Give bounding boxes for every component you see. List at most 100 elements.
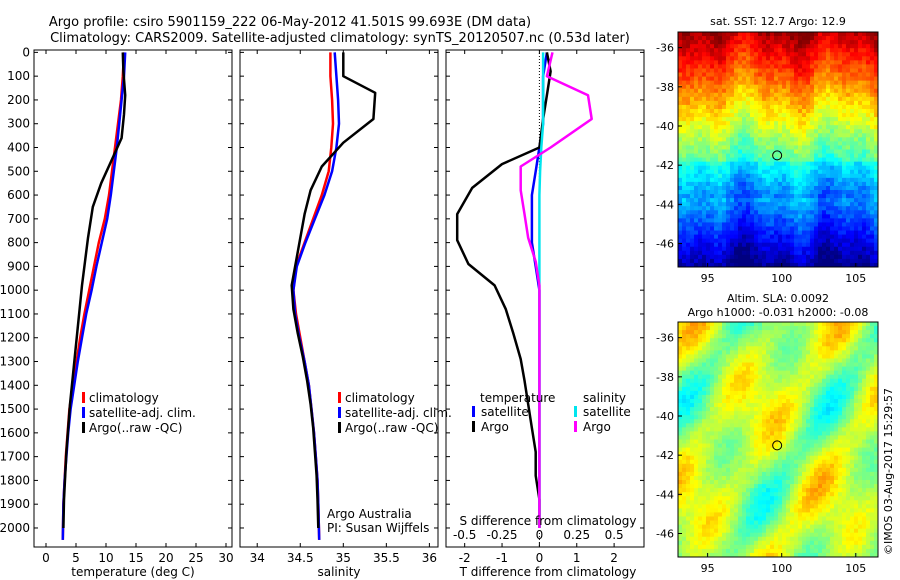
heatmap-cell <box>694 447 699 453</box>
heatmap-cell <box>802 100 807 106</box>
heatmap-cell <box>818 100 823 106</box>
heatmap-cell <box>782 177 787 183</box>
heatmap-cell <box>818 121 823 126</box>
heatmap-cell <box>862 242 867 248</box>
heatmap-cell <box>798 394 803 400</box>
heatmap-cell <box>774 262 779 268</box>
heatmap-cell <box>718 238 723 244</box>
heatmap-cell <box>758 88 763 94</box>
heatmap-cell <box>758 390 763 396</box>
heatmap-cell <box>686 36 691 41</box>
x-tick-label: 10 <box>98 551 113 565</box>
heatmap-cell <box>750 129 755 134</box>
heatmap-cell <box>730 206 735 211</box>
heatmap-cell <box>794 463 799 469</box>
heatmap-cell <box>802 254 807 260</box>
heatmap-cell <box>714 358 719 363</box>
heatmap-cell <box>730 463 735 469</box>
heatmap-cell <box>850 358 855 363</box>
heatmap-cell <box>758 242 763 248</box>
heatmap-cell <box>766 238 771 244</box>
heatmap-cell <box>854 226 859 231</box>
heatmap-cell <box>726 149 731 154</box>
heatmap-cell <box>682 202 687 207</box>
heatmap-cell <box>710 68 715 73</box>
heatmap-cell <box>790 92 795 98</box>
heatmap-cell <box>802 326 807 331</box>
heatmap-cell <box>730 92 735 98</box>
heatmap-cell <box>854 149 859 154</box>
heatmap-cell <box>754 161 759 167</box>
heatmap-cell <box>850 185 855 191</box>
heatmap-cell <box>778 427 783 432</box>
heatmap-cell <box>862 362 867 367</box>
heatmap-cell <box>774 407 779 412</box>
heatmap-cell <box>846 258 851 264</box>
heatmap-cell <box>866 439 871 444</box>
heatmap-cell <box>790 222 795 227</box>
heatmap-cell <box>842 169 847 175</box>
heatmap-cell <box>818 210 823 215</box>
heatmap-cell <box>834 133 839 138</box>
heatmap-cell <box>854 88 859 94</box>
heatmap-cell <box>738 230 743 235</box>
heatmap-cell <box>746 177 751 183</box>
heatmap-cell <box>698 390 703 396</box>
heatmap-cell <box>842 226 847 231</box>
heatmap-cell <box>802 48 807 53</box>
heatmap-cell <box>766 177 771 183</box>
heatmap-cell <box>694 129 699 134</box>
heatmap-cell <box>790 226 795 231</box>
heatmap-cell <box>830 322 835 327</box>
heatmap-cell <box>854 190 859 195</box>
heatmap-cell <box>862 165 867 171</box>
heatmap-cell <box>854 326 859 331</box>
heatmap-cell <box>742 48 747 53</box>
heatmap-cell <box>706 238 711 244</box>
heatmap-cell <box>794 129 799 134</box>
heatmap-cell <box>870 398 875 404</box>
heatmap-cell <box>682 40 687 45</box>
heatmap-cell <box>766 214 771 219</box>
heatmap-cell <box>806 226 811 231</box>
heatmap-cell <box>746 350 751 355</box>
heatmap-cell <box>866 411 871 416</box>
heatmap-cell <box>762 354 767 359</box>
heatmap-cell <box>802 117 807 122</box>
heatmap-cell <box>758 80 763 86</box>
heatmap-cell <box>826 44 831 49</box>
heatmap-cell <box>738 415 743 420</box>
heatmap-cell <box>826 234 831 240</box>
heatmap-cell <box>790 149 795 154</box>
heatmap-cell <box>842 129 847 134</box>
heatmap-cell <box>818 250 823 256</box>
heatmap-cell <box>830 403 835 408</box>
heatmap-cell <box>694 60 699 65</box>
heatmap-cell <box>718 88 723 94</box>
heatmap-cell <box>874 258 879 264</box>
heatmap-cell <box>874 463 879 469</box>
heatmap-cell <box>846 230 851 235</box>
heatmap-cell <box>726 161 731 167</box>
heatmap-cell <box>678 431 683 436</box>
heatmap-cell <box>718 64 723 69</box>
heatmap-cell <box>806 165 811 171</box>
heatmap-cell <box>834 100 839 106</box>
heatmap-cell <box>702 52 707 57</box>
heatmap-cell <box>730 218 735 223</box>
heatmap-cell <box>806 439 811 444</box>
heatmap-cell <box>726 451 731 457</box>
heatmap-cell <box>874 185 879 191</box>
heatmap-cell <box>678 258 683 264</box>
heatmap-cell <box>714 157 719 163</box>
heatmap-cell <box>734 326 739 331</box>
heatmap-cell <box>786 137 791 142</box>
heatmap-cell <box>690 250 695 256</box>
heatmap-cell <box>722 40 727 45</box>
heatmap-cell <box>702 108 707 114</box>
heatmap-cell <box>722 137 727 142</box>
heatmap-cell <box>682 185 687 191</box>
heatmap-cell <box>766 427 771 432</box>
heatmap-cell <box>866 104 871 110</box>
heatmap-cell <box>782 330 787 335</box>
